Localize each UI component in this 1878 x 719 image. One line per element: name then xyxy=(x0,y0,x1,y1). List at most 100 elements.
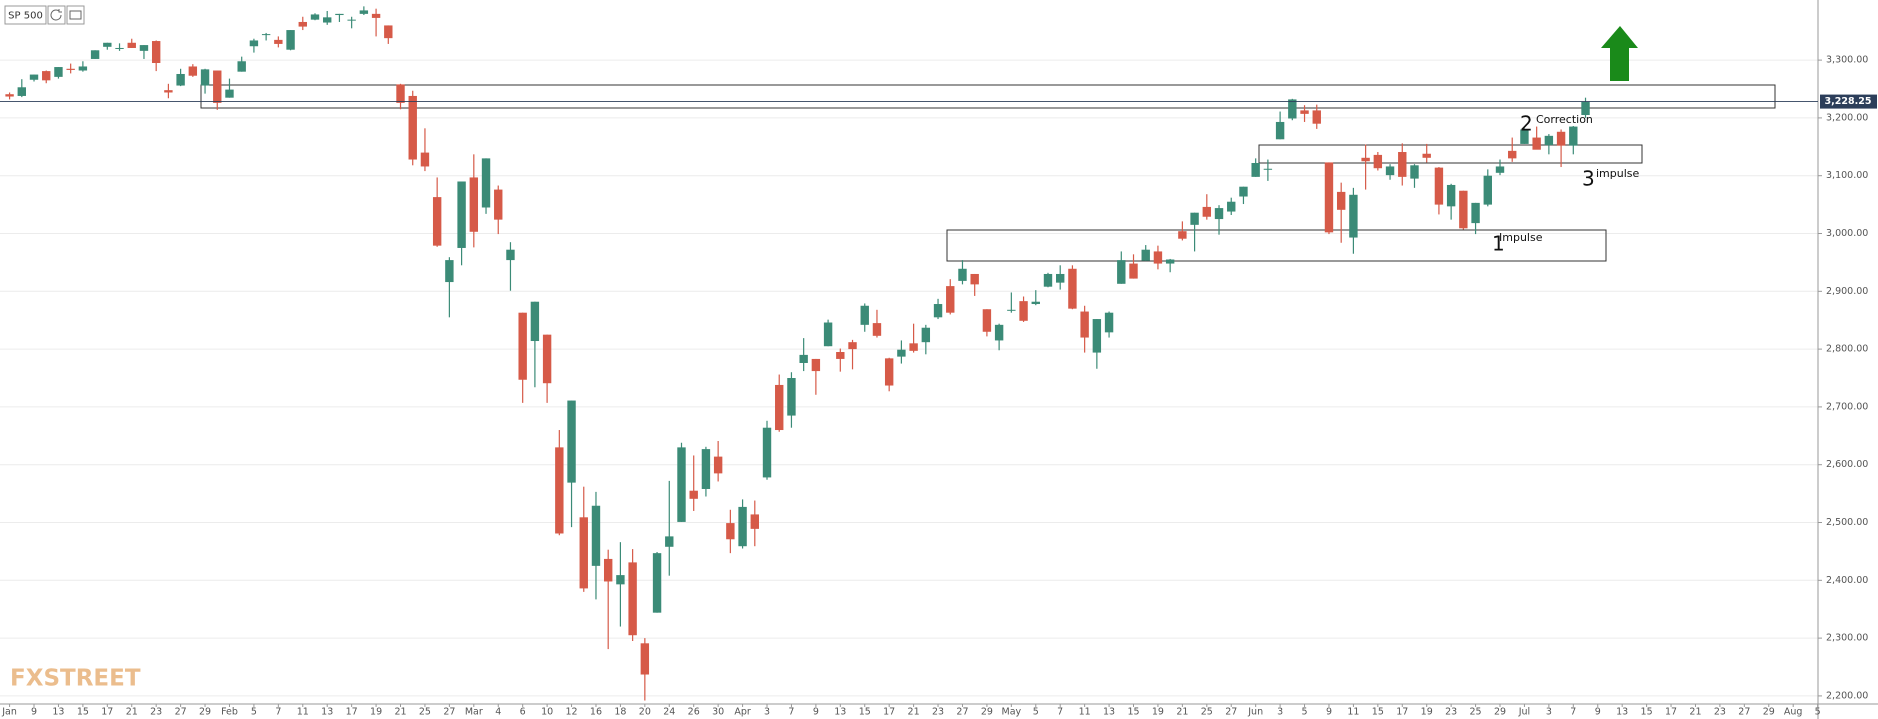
candle-body xyxy=(1007,309,1016,311)
x-tick-label: 15 xyxy=(859,707,871,718)
candle-body xyxy=(432,197,442,246)
candle-body xyxy=(848,342,857,350)
x-tick-label: 7 xyxy=(788,707,794,718)
wave-label: 2 xyxy=(1520,112,1533,136)
x-tick-label: 23 xyxy=(1714,707,1726,718)
candle-body xyxy=(530,301,540,342)
candle-body xyxy=(457,181,466,248)
x-tick-label: 5 xyxy=(1302,707,1308,718)
candle-body xyxy=(616,575,625,585)
x-tick-label: 18 xyxy=(614,707,626,718)
candle-body xyxy=(909,343,918,351)
candle-body xyxy=(1312,110,1321,124)
candle-body xyxy=(1459,190,1468,229)
candle-body xyxy=(1141,249,1150,261)
x-tick-label: 11 xyxy=(297,707,309,718)
watermark: FXSTREET xyxy=(10,666,141,692)
x-tick-label: Jun xyxy=(1247,707,1263,718)
zone-box xyxy=(1258,144,1643,164)
refresh-button[interactable] xyxy=(47,5,66,25)
candle-body xyxy=(665,536,674,547)
candle-body xyxy=(1556,131,1566,146)
candle-body xyxy=(884,358,894,386)
candle-body xyxy=(1178,231,1187,239)
y-tick-label: 2,200.00 xyxy=(1826,690,1868,701)
candle-body xyxy=(1214,208,1224,220)
x-tick-label: Jul xyxy=(1518,707,1530,718)
candle-body xyxy=(1422,153,1431,158)
candle-body xyxy=(494,189,503,220)
x-tick-label: 9 xyxy=(31,707,37,718)
candle-body xyxy=(958,268,967,281)
candle-body xyxy=(1080,311,1089,338)
candle-body xyxy=(542,334,552,384)
x-tick-label: Feb xyxy=(221,707,238,718)
candle-body xyxy=(1373,154,1383,169)
x-tick-label: 19 xyxy=(370,707,382,718)
y-tick-label: 2,500.00 xyxy=(1826,517,1868,528)
candle-body xyxy=(1227,201,1236,212)
candle-body xyxy=(1398,152,1407,177)
candle-body xyxy=(237,61,246,72)
x-tick-label: 16 xyxy=(590,707,602,718)
candle-body xyxy=(652,553,662,613)
candle-body xyxy=(762,427,772,478)
zone-box xyxy=(200,84,1776,109)
zone-box xyxy=(946,229,1607,262)
candle-body xyxy=(286,30,295,50)
candle-body xyxy=(66,68,75,70)
x-tick-label: 27 xyxy=(1738,707,1750,718)
candle-body xyxy=(1544,135,1554,146)
x-tick-label: Jan xyxy=(1,707,17,718)
candle-body xyxy=(188,66,198,76)
price-label: 3,228.25 xyxy=(1825,96,1872,107)
candle-body xyxy=(640,643,650,675)
settings-icon xyxy=(69,10,82,20)
x-tick-label: 6 xyxy=(520,707,526,718)
candle-body xyxy=(335,13,344,16)
price-label-box xyxy=(1820,94,1877,109)
x-tick-label: 3 xyxy=(764,707,770,718)
x-tick-label: 10 xyxy=(541,707,553,718)
candle-body xyxy=(1471,202,1480,224)
candle-body xyxy=(78,66,88,71)
candle-body xyxy=(1043,273,1053,287)
refresh-icon xyxy=(50,9,62,21)
candle-body xyxy=(567,400,576,483)
x-tick-label: 13 xyxy=(1616,707,1628,718)
x-tick-label: 26 xyxy=(688,707,700,718)
x-tick-label: 11 xyxy=(1347,707,1359,718)
wave-label: 1 xyxy=(1492,232,1505,256)
x-tick-label: 20 xyxy=(639,707,651,718)
y-tick-label: 2,800.00 xyxy=(1826,344,1868,355)
candle-body xyxy=(408,95,417,160)
candle-body xyxy=(139,45,149,51)
arrow-head xyxy=(1601,26,1638,48)
candle-body xyxy=(1385,166,1395,176)
candle-body xyxy=(1092,319,1102,353)
candle-body xyxy=(738,506,747,547)
x-tick-label: 25 xyxy=(1201,707,1213,718)
x-tick-label: 21 xyxy=(126,707,138,718)
x-tick-label: 17 xyxy=(1396,707,1408,718)
candle-body xyxy=(310,14,320,20)
candle-body xyxy=(1165,259,1175,264)
candle-body xyxy=(897,349,906,357)
x-tick-label: 4 xyxy=(495,707,501,718)
x-tick-label: 17 xyxy=(883,707,895,718)
candle-body xyxy=(701,449,711,489)
candle-body xyxy=(1520,129,1529,144)
x-tick-label: 9 xyxy=(813,707,819,718)
candle-body xyxy=(1361,157,1370,162)
candle-body xyxy=(1019,301,1028,321)
candle-body xyxy=(860,305,869,325)
x-tick-label: 21 xyxy=(1689,707,1701,718)
candle-body xyxy=(225,89,234,98)
candle-body xyxy=(726,523,735,540)
x-tick-label: 13 xyxy=(834,707,846,718)
candle-body xyxy=(1117,260,1126,284)
candle-body xyxy=(1129,263,1138,279)
x-tick-label: Apr xyxy=(734,707,751,718)
candle-body xyxy=(1300,110,1309,114)
